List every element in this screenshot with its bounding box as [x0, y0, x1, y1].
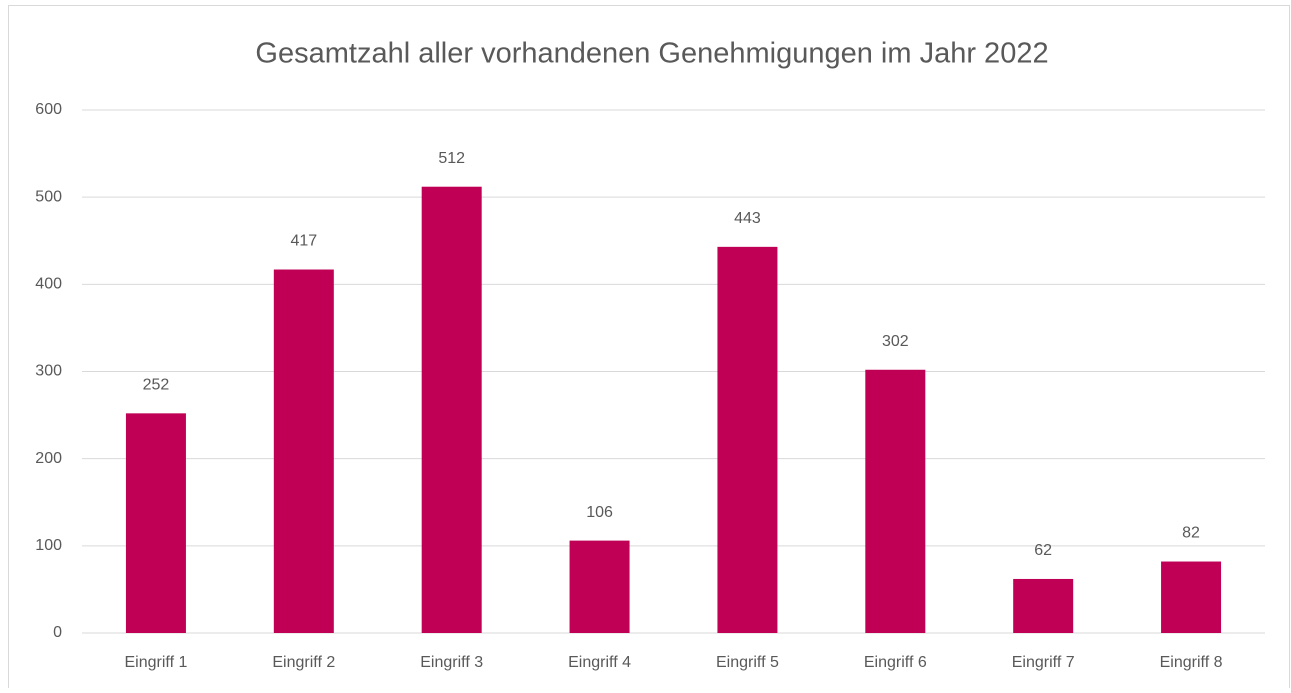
y-tick-label: 300: [35, 363, 62, 380]
bar: [1013, 578, 1074, 633]
x-tick-label: Eingriff 5: [716, 654, 779, 671]
x-tick-label: Eingriff 2: [272, 654, 335, 671]
bar: [1161, 561, 1222, 633]
bar: [125, 413, 186, 633]
y-tick-label: 600: [35, 101, 62, 118]
bar: [273, 269, 334, 633]
data-label: 443: [734, 210, 761, 227]
y-tick-label: 200: [35, 450, 62, 467]
y-tick-label: 100: [35, 537, 62, 554]
data-label: 417: [290, 233, 317, 250]
data-label: 512: [438, 150, 465, 167]
x-tick-label: Eingriff 6: [864, 654, 927, 671]
x-tick-label: Eingriff 8: [1160, 654, 1223, 671]
x-tick-label: Eingriff 3: [420, 654, 483, 671]
bar: [569, 540, 630, 633]
x-tick-label: Eingriff 4: [568, 654, 631, 671]
data-label: 302: [882, 333, 909, 350]
data-label: 62: [1034, 542, 1052, 559]
x-tick-label: Eingriff 7: [1012, 654, 1075, 671]
bar: [865, 369, 926, 633]
bar: [717, 246, 778, 633]
bar: [421, 186, 482, 633]
data-label: 252: [143, 377, 170, 394]
y-tick-label: 400: [35, 276, 62, 293]
y-tick-label: 500: [35, 188, 62, 205]
chart-title: Gesamtzahl aller vorhandenen Genehmigung…: [255, 38, 1048, 70]
chart-frame: [8, 5, 1290, 693]
y-tick-label: 0: [53, 624, 62, 641]
x-tick-label: Eingriff 1: [125, 654, 188, 671]
data-label: 82: [1182, 525, 1200, 542]
data-label: 106: [586, 504, 613, 521]
